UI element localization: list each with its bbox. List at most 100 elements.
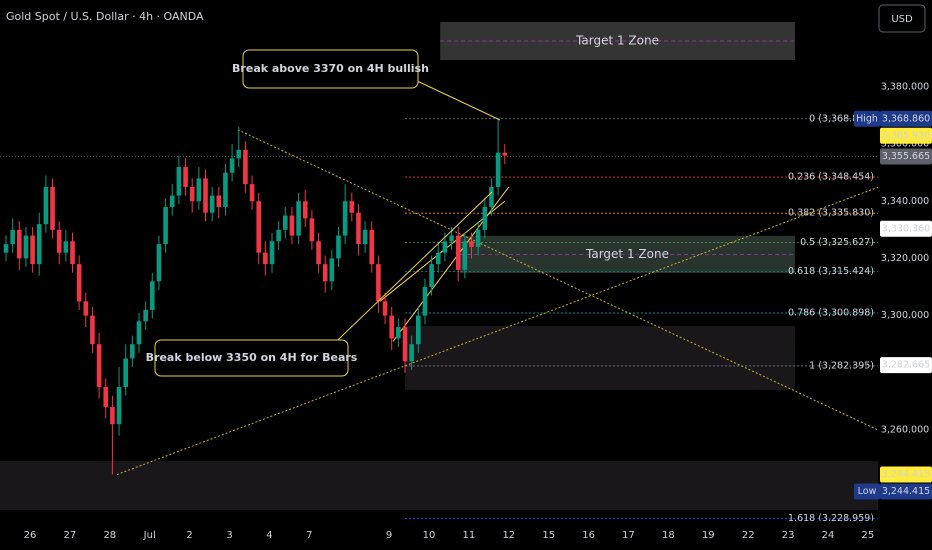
candle-body <box>63 241 69 253</box>
x-tick-label: 3 <box>226 530 232 541</box>
candle-body <box>475 229 481 247</box>
x-tick-label: 9 <box>386 530 392 541</box>
candle-body <box>489 186 494 207</box>
price-tag-label: 3,282.665 <box>882 360 930 371</box>
candle-body <box>429 264 434 288</box>
candle-body <box>302 201 308 219</box>
callout-text: Break below 3350 on 4H for Bears <box>146 351 358 364</box>
currency-button[interactable] <box>878 4 926 33</box>
currency-label[interactable]: USD <box>891 14 913 25</box>
fib-label: 0 (3,368.860) <box>809 113 874 124</box>
x-tick-label: 25 <box>862 530 875 541</box>
candle-body <box>309 218 315 242</box>
candle-body <box>389 315 395 339</box>
candle-body <box>70 241 75 265</box>
fib-label: 0.786 (3,300.898) <box>788 308 874 319</box>
x-tick-label: Jul <box>143 530 156 541</box>
callout-box <box>242 49 419 89</box>
candle-body <box>362 229 368 245</box>
x-tick-label: 19 <box>702 530 715 541</box>
fib-label: 0.236 (3,348.454) <box>788 172 874 183</box>
candle-body <box>422 287 428 316</box>
candle-body <box>349 201 355 213</box>
x-tick-label: 12 <box>502 530 515 541</box>
candle-body <box>216 195 222 207</box>
candle-body <box>449 235 454 242</box>
candle-body <box>156 244 162 282</box>
zone <box>405 325 795 390</box>
x-tick-label: 15 <box>542 530 555 541</box>
candle-body <box>136 321 142 345</box>
price-tag-label: 3,365.920 <box>882 130 930 141</box>
candle-body <box>196 178 202 202</box>
x-tick-label: 22 <box>742 530 755 541</box>
candle-body <box>43 186 49 225</box>
y-tick-label: 3,300.000 <box>881 310 929 321</box>
candle-body <box>322 264 328 282</box>
candle-body <box>416 315 421 345</box>
y-tick-label: 3,260.000 <box>881 424 929 435</box>
candle-body <box>382 301 388 316</box>
candle-body <box>150 281 155 310</box>
price-axis-bg <box>878 0 932 550</box>
candle-body <box>23 235 29 259</box>
x-tick-label: 17 <box>622 530 635 541</box>
price-tag-name: High <box>856 113 878 124</box>
fib-label: 0.618 (3,315.424) <box>788 266 874 277</box>
price-tag-name: Low <box>858 486 877 497</box>
candle-body <box>376 264 381 302</box>
candle-body <box>229 158 235 173</box>
time-axis-bg <box>0 521 878 550</box>
x-tick-label: 24 <box>822 530 835 541</box>
candle-body <box>110 407 115 425</box>
candle-body <box>90 315 95 345</box>
candle-body <box>462 241 468 270</box>
zone <box>0 461 878 510</box>
candle-body <box>342 201 348 236</box>
price-tag-label: 3,244.415 <box>882 486 930 497</box>
y-tick-label: 3,380.000 <box>881 81 929 92</box>
candle-body <box>17 229 22 259</box>
candle-body <box>249 184 255 202</box>
candle-body <box>455 235 461 270</box>
y-tick-label: 3,360.000 <box>881 139 929 150</box>
trendline <box>116 186 879 476</box>
x-tick-label: 26 <box>24 530 37 541</box>
candle-body <box>169 195 175 207</box>
candle-body <box>296 201 301 236</box>
x-tick-label: 18 <box>662 530 675 541</box>
trendline <box>392 186 510 342</box>
price-tag-label: 3,368.860 <box>882 113 930 124</box>
candle-body <box>402 327 408 362</box>
candle-body <box>283 215 288 230</box>
candle-body <box>116 387 122 425</box>
x-tick-label: 27 <box>64 530 77 541</box>
zone <box>460 235 795 274</box>
candle-body <box>256 201 262 253</box>
x-tick-label: 10 <box>423 530 436 541</box>
price-tag <box>880 357 932 374</box>
trendline <box>237 129 879 431</box>
candle-body <box>269 241 275 265</box>
callout-pointer <box>318 191 493 359</box>
y-tick-label: 3,320.000 <box>881 253 929 264</box>
candle-body <box>316 241 321 265</box>
price-tag-name-bg <box>854 110 880 127</box>
candle-body <box>103 387 109 408</box>
callout-text: Break above 3370 on 4H bullish <box>232 62 429 75</box>
candle-body <box>236 149 242 159</box>
candle-body <box>189 186 195 202</box>
candle-body <box>209 195 215 213</box>
candle-body <box>123 358 129 388</box>
candle-body <box>396 327 401 339</box>
price-tag <box>880 466 932 483</box>
candle-body <box>10 229 15 245</box>
candle-body <box>223 172 228 207</box>
price-tag <box>880 220 932 237</box>
candle-body <box>442 241 448 253</box>
x-tick-label: 2 <box>186 530 192 541</box>
x-tick-label: 28 <box>103 530 116 541</box>
